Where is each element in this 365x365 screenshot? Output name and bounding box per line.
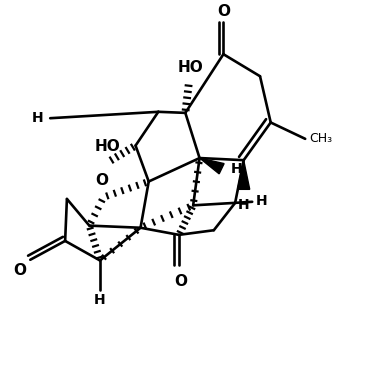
Text: H: H [94, 293, 106, 307]
Polygon shape [238, 160, 250, 189]
Text: O: O [217, 4, 230, 19]
Text: O: O [14, 263, 27, 278]
Text: O: O [95, 173, 108, 188]
Text: H: H [256, 194, 268, 208]
Text: H: H [238, 197, 250, 212]
Polygon shape [200, 158, 224, 174]
Text: O: O [174, 274, 187, 289]
Text: H: H [231, 162, 242, 176]
Text: CH₃: CH₃ [309, 132, 332, 145]
Text: HO: HO [178, 60, 204, 75]
Text: H: H [31, 111, 43, 125]
Text: HO: HO [94, 139, 120, 154]
